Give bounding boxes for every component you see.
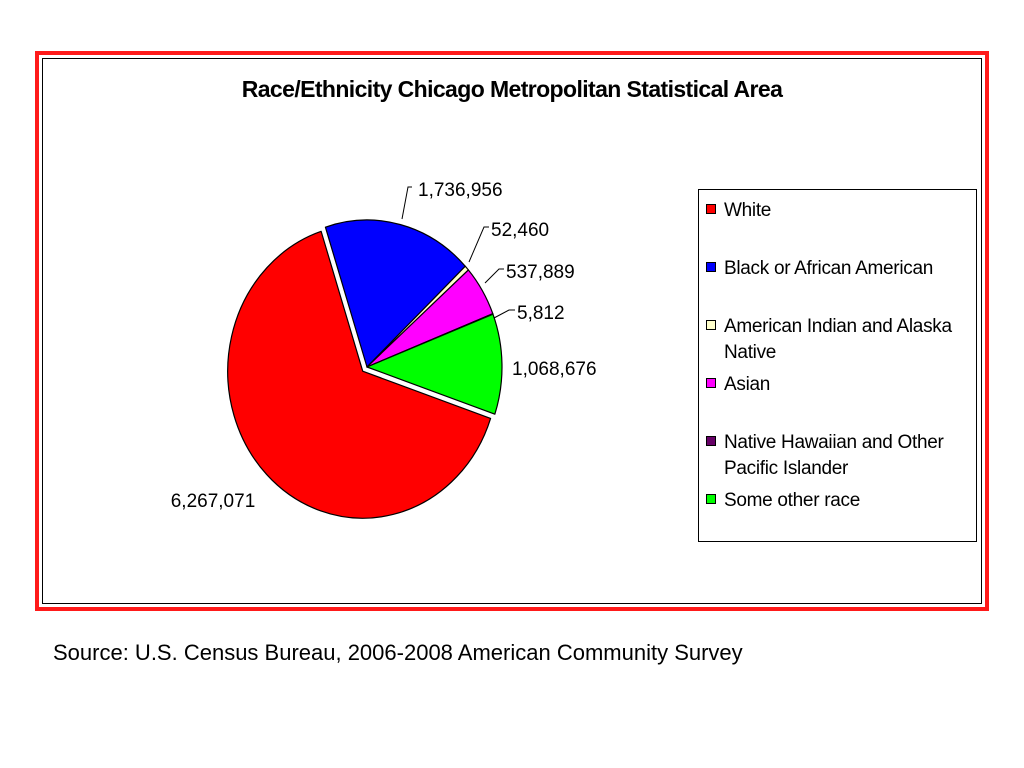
chart-legend: White Black or African American American I… (698, 189, 977, 542)
legend-label-black-or-african-american: Black or African American (724, 258, 933, 279)
legend-swatch-native-hawaiian-and-other-pacific-islander (706, 436, 716, 446)
legend-swatch-black-or-african-american (706, 262, 716, 272)
data-label-native-hawaiian-and-other-pacific-islander: 5,812 (517, 303, 565, 324)
leader-line-native-hawaiian-and-other-pacific-islander (493, 309, 515, 319)
legend-label-white: White (724, 200, 772, 221)
leader-line-american-indian-and-alaska-native (468, 226, 489, 263)
legend-label-some-other-race: Some other race (724, 490, 860, 511)
legend-swatch-some-other-race (706, 494, 716, 504)
legend-label-asian: Asian (724, 374, 771, 395)
chart-title: Race/Ethnicity Chicago Metropolitan Stat… (241, 76, 783, 102)
legend-label-american-indian-and-alaska-native: American Indian and Alaska Native (724, 316, 952, 363)
legend-swatch-asian (706, 378, 716, 388)
data-label-some-other-race: 1,068,676 (512, 359, 597, 380)
leader-line-asian (484, 268, 504, 284)
legend-label-native-hawaiian-and-other-pacific-islander: Native Hawaiian and Other Pacific Island… (724, 432, 944, 479)
data-label-asian: 537,889 (506, 262, 575, 283)
legend-swatch-american-indian-and-alaska-native (706, 320, 716, 330)
leader-line-black-or-african-american (401, 186, 412, 220)
data-label-white: 6,267,071 (171, 491, 256, 512)
pie-slice-white (227, 230, 492, 519)
legend-swatch-white (706, 204, 716, 214)
data-label-black-or-african-american: 1,736,956 (418, 180, 503, 201)
source-note: Source: U.S. Census Bureau, 2006-2008 Am… (53, 640, 743, 665)
pie-slice-some-other-race (366, 313, 503, 415)
pie-slice-black-or-african-american (324, 219, 466, 368)
data-label-american-indian-and-alaska-native: 52,460 (491, 220, 549, 241)
